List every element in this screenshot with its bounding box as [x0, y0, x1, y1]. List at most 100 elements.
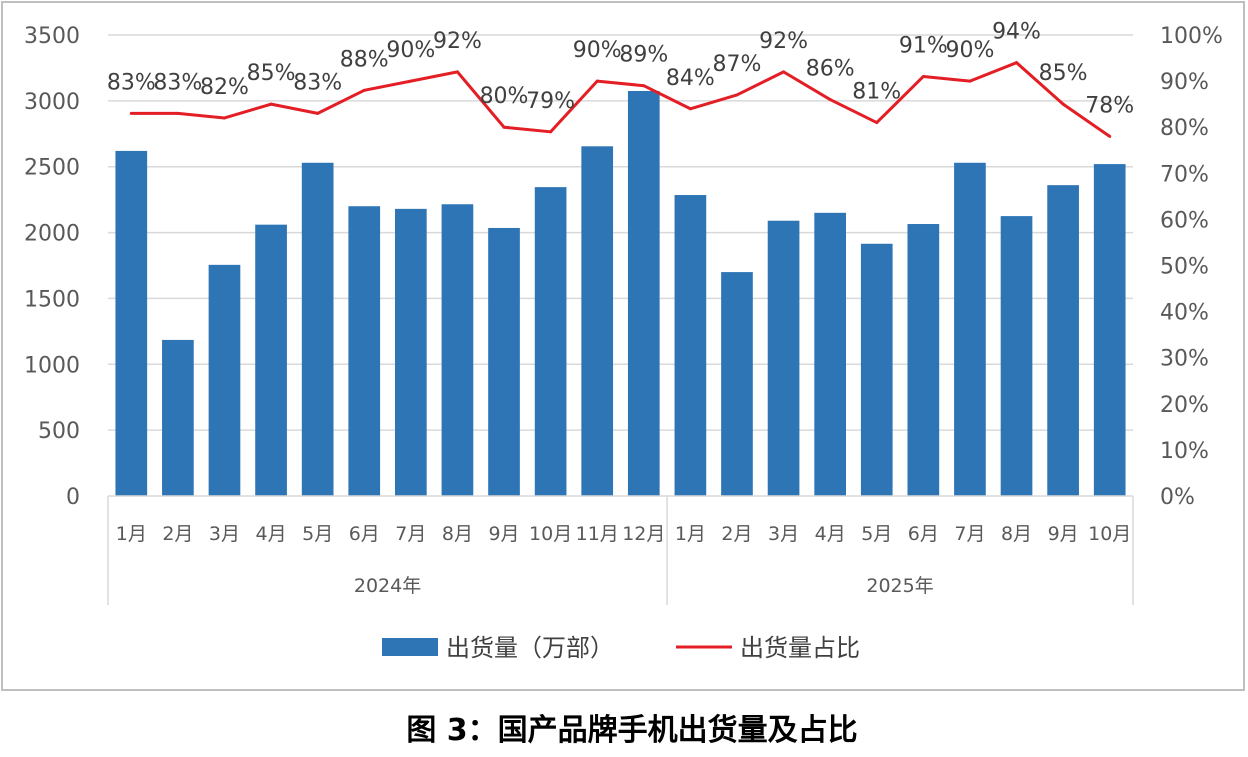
bar: [954, 162, 986, 496]
data-label: 84%: [666, 66, 715, 91]
data-label: 83%: [293, 70, 342, 95]
bar: [162, 339, 194, 496]
legend: 出货量（万部） 出货量占比: [382, 634, 860, 662]
legend-line-label: 出货量占比: [740, 634, 860, 662]
data-label: 90%: [945, 38, 994, 63]
left-axis-tick: 2000: [24, 222, 80, 247]
left-axis-tick: 3500: [24, 24, 80, 49]
right-axis-tick: 100%: [1160, 24, 1223, 49]
left-axis-tick: 0: [66, 485, 80, 510]
category-label: 8月: [442, 523, 473, 545]
bar: [907, 224, 940, 496]
line-point: [642, 84, 646, 88]
bar: [767, 220, 800, 496]
line-point: [921, 74, 925, 78]
bar: [488, 227, 520, 496]
line-point: [502, 125, 506, 129]
data-label: 89%: [619, 43, 668, 68]
data-label: 83%: [153, 70, 202, 95]
category-label: 9月: [488, 523, 519, 545]
data-label: 79%: [526, 89, 575, 114]
left-axis-tick: 500: [38, 419, 80, 444]
bar: [860, 243, 893, 496]
line-point: [316, 111, 320, 115]
category-label: 12月: [622, 523, 665, 545]
line-point: [222, 116, 226, 120]
data-label: 90%: [573, 38, 622, 63]
category-label: 3月: [209, 523, 240, 545]
data-label: 85%: [1039, 61, 1088, 86]
bar: [627, 90, 660, 496]
bar: [1000, 216, 1033, 496]
line-point: [875, 121, 879, 125]
left-axis-tick: 1500: [24, 287, 80, 312]
line-point: [688, 107, 692, 111]
data-label: 88%: [340, 47, 389, 72]
bar: [441, 204, 474, 496]
right-axis-tick: 70%: [1160, 162, 1209, 187]
legend-bar-swatch: [382, 638, 438, 656]
category-label: 1月: [116, 523, 147, 545]
line-point: [269, 102, 273, 106]
category-label: 7月: [395, 523, 426, 545]
line-point: [595, 79, 599, 83]
right-axis-tick: 60%: [1160, 208, 1209, 233]
right-axis-tick: 40%: [1160, 301, 1209, 326]
category-label: 3月: [768, 523, 799, 545]
data-label: 92%: [759, 29, 808, 54]
category-label: 1月: [675, 523, 706, 545]
right-axis-tick: 90%: [1160, 70, 1209, 95]
category-label: 11月: [576, 523, 619, 545]
bar: [115, 150, 148, 496]
line-point: [409, 79, 413, 83]
data-label: 78%: [1085, 93, 1134, 118]
line-point: [782, 70, 786, 74]
category-label: 5月: [861, 523, 892, 545]
category-label: 10月: [1088, 523, 1131, 545]
line-point: [129, 111, 133, 115]
right-axis-tick: 30%: [1160, 347, 1209, 372]
category-label: 4月: [256, 523, 287, 545]
line-point: [1061, 102, 1065, 106]
category-label: 10月: [529, 523, 572, 545]
data-label: 87%: [713, 52, 762, 77]
data-label: 80%: [480, 84, 529, 109]
line-point: [455, 70, 459, 74]
bar: [395, 208, 427, 496]
left-axis-tick: 2500: [24, 156, 80, 181]
line-point: [1015, 61, 1019, 65]
bar: [1093, 164, 1126, 496]
data-label: 81%: [852, 80, 901, 105]
bar: [1047, 185, 1079, 496]
line-point: [735, 93, 739, 97]
category-label: 8月: [1001, 523, 1032, 545]
category-label: 2月: [162, 523, 193, 545]
bar: [348, 206, 381, 496]
line-point: [549, 130, 553, 134]
line-point: [968, 79, 972, 83]
category-label: 6月: [349, 523, 380, 545]
right-axis-tick: 80%: [1160, 116, 1209, 141]
bar: [721, 272, 753, 496]
line-point: [362, 88, 366, 92]
legend-bar-label: 出货量（万部）: [446, 634, 614, 662]
line-point: [1108, 134, 1112, 138]
category-label: 5月: [302, 523, 333, 545]
group-label: 2024年: [354, 575, 421, 597]
group-label: 2025年: [866, 575, 933, 597]
right-axis-tick: 50%: [1160, 255, 1209, 280]
right-axis-tick: 10%: [1160, 439, 1209, 464]
bar: [814, 212, 846, 497]
category-label: 4月: [815, 523, 846, 545]
data-label: 83%: [107, 70, 156, 95]
bar: [534, 187, 567, 496]
bar: [208, 264, 241, 496]
data-label: 91%: [899, 33, 948, 58]
right-axis-tick: 20%: [1160, 393, 1209, 418]
left-axis-tick: 3000: [24, 90, 80, 115]
line-point: [176, 111, 180, 115]
data-label: 92%: [433, 29, 482, 54]
bar: [255, 224, 287, 496]
data-label: 86%: [806, 57, 855, 82]
